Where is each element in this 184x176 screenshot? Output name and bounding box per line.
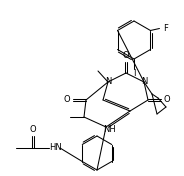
Text: N: N [105,77,111,86]
Text: N: N [141,77,147,86]
Text: O: O [64,96,70,105]
Text: O: O [164,96,170,105]
Text: NH: NH [104,124,116,134]
Text: I: I [133,70,135,78]
Text: F: F [163,24,168,33]
Text: O: O [30,125,36,134]
Text: O: O [123,52,129,61]
Text: HN: HN [49,143,61,152]
